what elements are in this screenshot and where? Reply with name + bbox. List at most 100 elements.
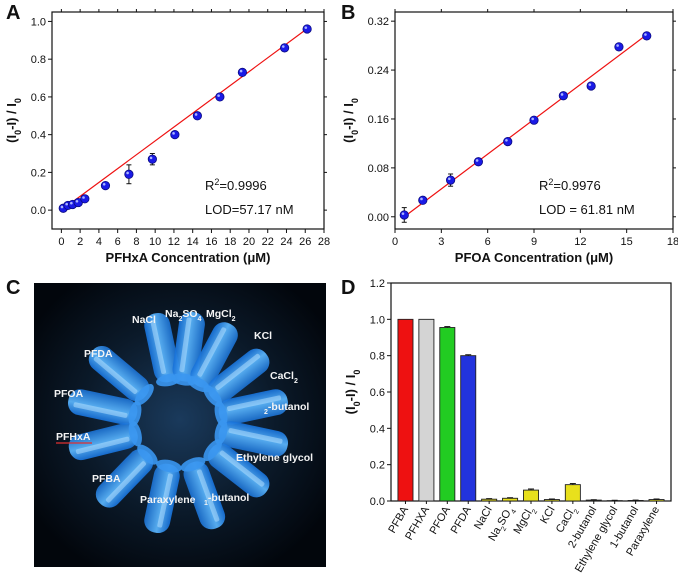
- data-point: [302, 24, 312, 34]
- data-point: [399, 210, 409, 220]
- x-tick-label: KCl: [538, 505, 557, 526]
- tube-tip: [180, 457, 206, 472]
- x-axis-title: PFOA Concentration (μM): [455, 250, 613, 265]
- data-point: [124, 169, 134, 179]
- tube-label: PFOA: [54, 388, 84, 400]
- plot-frame: [51, 11, 325, 230]
- tube: [95, 444, 158, 508]
- x-tick-label: 2: [77, 236, 83, 248]
- data-point-highlight: [65, 202, 68, 206]
- r-squared-label: R2=0.9996: [205, 177, 267, 193]
- data-point-highlight: [401, 212, 405, 215]
- x-tick-label: 22: [262, 236, 274, 248]
- tube-highlight: [228, 428, 283, 444]
- y-tick-label: 0.0: [370, 496, 385, 508]
- tube-body: [95, 449, 154, 508]
- x-tick-label: MgCl2: [511, 504, 538, 537]
- chart-d: D 0.00.20.40.60.81.01.2PFBAPFHXAPFOAPFDA…: [341, 277, 672, 575]
- tube: [88, 345, 154, 406]
- bar: [460, 355, 477, 502]
- tube: [203, 348, 270, 407]
- bar: [502, 497, 519, 502]
- data-point: [418, 195, 428, 205]
- data-point: [280, 43, 290, 53]
- tube-tip: [134, 384, 154, 406]
- tube-tip: [203, 385, 222, 407]
- data-point-highlight: [448, 177, 451, 181]
- data-point-highlight: [588, 83, 592, 86]
- y-tick-label: 0.4: [370, 423, 385, 435]
- tube-tip: [137, 444, 158, 465]
- x-tick-label: 6: [115, 236, 121, 248]
- panel-letter-d: D: [341, 277, 355, 299]
- data-point: [446, 175, 456, 185]
- tube-tip: [156, 459, 182, 473]
- fit-line: [61, 27, 309, 211]
- fit-line: [403, 34, 648, 218]
- tube: [203, 439, 270, 498]
- tube-label: PFBA: [92, 473, 121, 485]
- data-point-highlight: [70, 201, 73, 205]
- tube-tip: [128, 420, 142, 447]
- tube-label: 1-butanol: [204, 492, 249, 507]
- tube-highlight: [157, 473, 173, 528]
- bar: [564, 484, 581, 502]
- tube-body: [88, 345, 150, 402]
- y-tick-label: 0.6: [370, 387, 385, 399]
- data-point: [170, 130, 180, 140]
- tube-label: Ethylene glycol: [236, 452, 313, 464]
- data-point: [529, 115, 539, 125]
- x-tick-label: PFOA: [428, 504, 454, 537]
- data-point: [147, 154, 157, 164]
- data-point: [215, 92, 225, 102]
- x-tick-label: 12: [168, 236, 180, 248]
- y-axis-title: (I0-I) / I0: [4, 98, 23, 143]
- x-tick-label: 18: [224, 236, 236, 248]
- lod-label: LOD=57.17 nM: [205, 202, 294, 217]
- tube-highlight: [73, 402, 128, 418]
- x-tick-label: 4: [96, 236, 102, 248]
- photo-labels: NaCl Na2SO4 MgCl2 KCl CaCl2 2-butanol Ethylene…: [54, 308, 313, 507]
- tube-tip: [214, 419, 228, 445]
- x-tick-label: 26: [299, 236, 311, 248]
- x-axis-title: PFHxA Concentration (μM): [106, 250, 271, 265]
- plot-d: 0.00.20.40.60.81.01.2PFBAPFHXAPFOAPFDANa…: [343, 278, 672, 575]
- tube-label: MgCl2: [206, 308, 236, 323]
- data-point: [100, 181, 111, 191]
- tube: [68, 420, 142, 461]
- tube-highlight: [196, 469, 220, 522]
- tube-label: Na2SO4: [165, 308, 202, 323]
- y-tick-label: 0.8: [370, 351, 385, 363]
- y-tick-label: 1.0: [370, 314, 385, 326]
- y-axis-title: (I0-I) / I0: [343, 370, 362, 415]
- bar: [418, 318, 435, 502]
- bar: [523, 489, 539, 502]
- tube-highlight: [93, 356, 138, 394]
- y-tick-label: 1.2: [370, 278, 385, 290]
- x-tick-label: 15: [621, 236, 633, 248]
- data-point-highlight: [75, 199, 79, 203]
- y-tick-label: 1.0: [31, 16, 46, 28]
- data-point-highlight: [217, 94, 220, 97]
- data-point-highlight: [644, 33, 647, 36]
- tube: [67, 389, 142, 427]
- data-point: [503, 136, 513, 147]
- x-tick-label: 14: [187, 236, 199, 248]
- y-tick-label: 0.24: [368, 65, 389, 77]
- y-tick-label: 0.8: [31, 54, 46, 66]
- x-tick-label: 3: [438, 236, 444, 248]
- bar: [397, 318, 414, 502]
- data-point-highlight: [126, 171, 129, 175]
- tube: [144, 459, 182, 534]
- bar: [481, 498, 498, 502]
- data-point-highlight: [149, 156, 153, 160]
- chart-b: B 0 3 6 9 12 15 18 0.00 0.08 0.16 0.24 0.32 R2=0.997…: [341, 2, 678, 265]
- plot-b: 0 3 6 9 12 15 18 0.00 0.08 0.16 0.24 0.32 R2=0.9976 L…: [341, 9, 678, 265]
- data-point-highlight: [172, 132, 175, 135]
- tube-highlight: [105, 461, 147, 503]
- tube-highlight: [75, 436, 130, 455]
- tube-label: PFDA: [84, 348, 113, 360]
- data-point-highlight: [304, 26, 308, 29]
- tube-label: KCl: [254, 330, 272, 342]
- tube: [214, 389, 289, 427]
